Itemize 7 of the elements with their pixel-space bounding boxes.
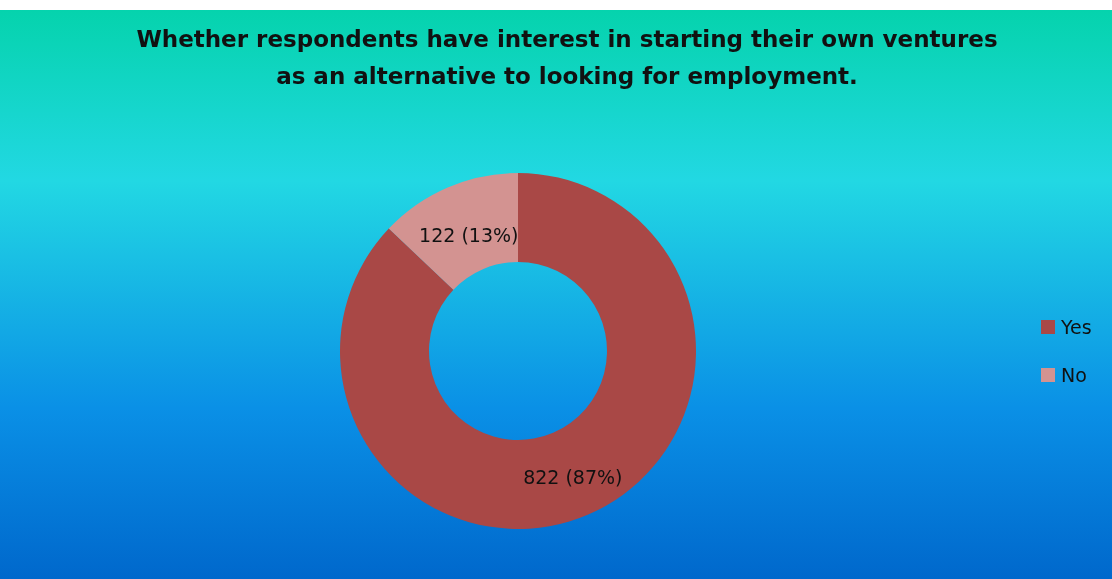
data-label: 122 (13%) bbox=[419, 224, 519, 247]
legend-label: No bbox=[1061, 364, 1087, 386]
donut-slice bbox=[388, 173, 518, 290]
legend-label: Yes bbox=[1060, 316, 1092, 338]
donut-slice bbox=[340, 173, 696, 529]
data-label: 822 (87%) bbox=[523, 466, 623, 489]
chart-title: Whether respondents have interest in starting their own ventures as an alternative to looking for employment. bbox=[136, 26, 998, 89]
